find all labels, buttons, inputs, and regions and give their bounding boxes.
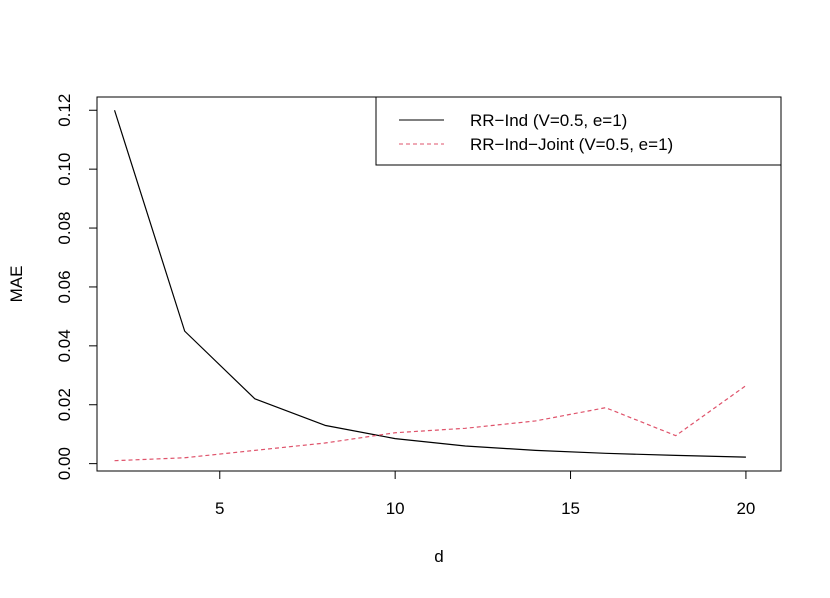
- y-tick-label: 0.02: [55, 388, 74, 421]
- x-tick-label: 10: [386, 499, 405, 518]
- series-line-2: [114, 385, 747, 462]
- y-axis-label: MAE: [7, 266, 26, 303]
- y-tick-label: 0.08: [55, 212, 74, 245]
- series-layer: [113, 110, 747, 462]
- x-tick-label: 5: [215, 499, 224, 518]
- y-tick-label: 0.12: [55, 94, 74, 127]
- x-tick-label: 20: [736, 499, 755, 518]
- legend-label-series-1: RR−Ind (V=0.5, e=1): [470, 111, 627, 130]
- y-tick-label: 0.00: [55, 447, 74, 480]
- legend: RR−Ind (V=0.5, e=1) RR−Ind−Joint (V=0.5,…: [375, 96, 782, 166]
- y-tick-label: 0.10: [55, 153, 74, 186]
- x-axis: 5 10 15 20: [215, 470, 755, 518]
- legend-box: [375, 96, 782, 166]
- y-tick-label: 0.06: [55, 270, 74, 303]
- x-tick-label: 15: [561, 499, 580, 518]
- series-line-1: [113, 110, 746, 458]
- x-axis-label: d: [434, 547, 443, 566]
- y-axis: 0.00 0.02 0.04 0.06 0.08 0.10 0.12: [55, 94, 98, 480]
- legend-label-series-2: RR−Ind−Joint (V=0.5, e=1): [470, 135, 673, 154]
- y-tick-label: 0.04: [55, 329, 74, 362]
